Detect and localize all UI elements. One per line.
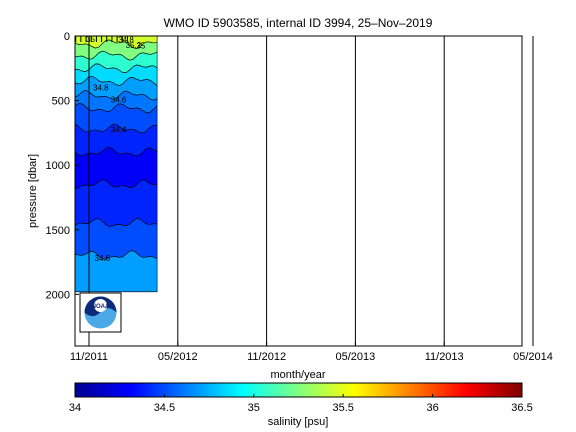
y-tick-label: 2000 xyxy=(46,289,70,301)
y-tick-label: 1000 xyxy=(46,160,70,172)
contour-label: 34.4 xyxy=(111,126,127,135)
colorbar-tick-label: 34.5 xyxy=(154,402,175,414)
contour-label: 34.8 xyxy=(118,36,134,45)
y-tick-label: 500 xyxy=(52,96,70,108)
y-tick-label: 0 xyxy=(64,31,70,43)
colorbar-ticks: 34 34.5 35 35.5 36 36.5 xyxy=(69,394,533,414)
profile-ticks xyxy=(75,36,128,42)
salinity-band xyxy=(75,250,158,293)
x-tick-label: 05/2012 xyxy=(158,351,198,363)
colorbar-label: salinity [psu] xyxy=(268,416,329,428)
x-tick-label: 11/2011 xyxy=(70,351,108,363)
colorbar-tick-label: 34 xyxy=(69,402,81,414)
plot-frame xyxy=(74,35,523,347)
noaa-logo: NOAA xyxy=(79,292,122,333)
x-tick-label: 11/2012 xyxy=(247,351,286,363)
colorbar-tick-label: 35 xyxy=(248,402,260,414)
contour-label: 35.2 xyxy=(126,41,142,50)
colorbar-tick-label: 36 xyxy=(426,402,438,414)
noaa-logo-text: NOAA xyxy=(92,304,110,310)
x-tick-label: 05/2014 xyxy=(513,351,553,363)
x-tick-label: 05/2013 xyxy=(336,351,376,363)
chart-title: WMO ID 5903585, internal ID 3994, 25–Nov… xyxy=(164,16,433,30)
x-axis-label: month/year xyxy=(270,369,325,381)
colorbar-tick-label: 36.5 xyxy=(511,402,532,414)
x-axis-ticks: 11/2011 05/2012 11/2012 05/2013 11/2013 05/20… xyxy=(70,342,553,363)
contour-label: 34.6 xyxy=(111,95,127,104)
x-tick-label: 11/2013 xyxy=(425,351,464,363)
colorbar: 34 34.5 35 35.5 36 36.5 salinity [psu] xyxy=(69,382,533,428)
contour-label: 35 xyxy=(136,42,145,51)
grid-lines xyxy=(88,36,534,346)
y-axis-ticks: 0 500 1000 1500 2000 xyxy=(46,31,79,301)
colorbar-tick-label: 35.5 xyxy=(332,402,353,414)
salinity-bands xyxy=(75,36,158,293)
y-axis-label: pressure [dbar] xyxy=(27,154,39,228)
contour-label: 34.8 xyxy=(93,84,109,93)
colorbar-gradient xyxy=(74,382,523,398)
y-tick-label: 1500 xyxy=(46,225,70,237)
contour-label: 34.6 xyxy=(95,254,111,263)
